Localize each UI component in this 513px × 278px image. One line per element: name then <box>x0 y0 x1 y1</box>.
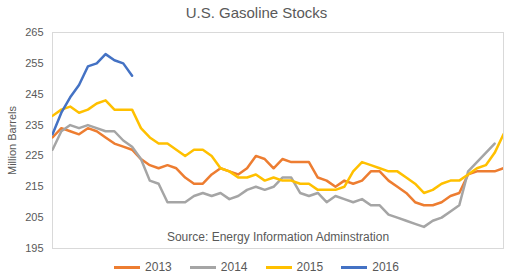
svg-text:215: 215 <box>25 180 43 192</box>
html-text:U.S. Gasoline Stocks: U.S. Gasoline Stocks <box>185 4 328 21</box>
html-text:2014: 2014 <box>220 260 248 274</box>
svg-text:235: 235 <box>25 119 43 131</box>
svg-text:195: 195 <box>25 242 43 254</box>
html-text:2013: 2013 <box>145 260 172 274</box>
svg-text:265: 265 <box>25 26 43 38</box>
svg-text:225: 225 <box>25 149 43 161</box>
html-text:2015: 2015 <box>296 260 324 274</box>
svg-text:245: 245 <box>25 88 43 100</box>
html-text:2016: 2016 <box>372 260 399 274</box>
svg-text:Source: Energy Information Adm: Source: Energy Information Adminstration <box>167 230 389 244</box>
svg-text:Million Barrels: Million Barrels <box>6 105 18 175</box>
svg-text:205: 205 <box>25 211 43 223</box>
svg-text:255: 255 <box>25 57 43 69</box>
